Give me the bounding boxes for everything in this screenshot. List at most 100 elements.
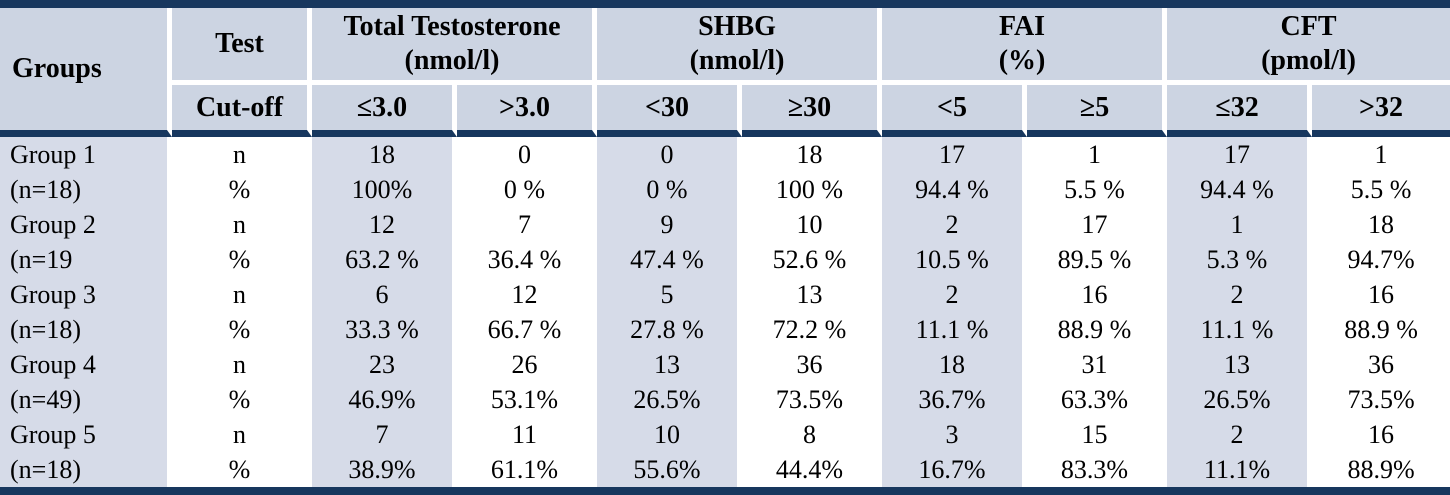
n-value-cell: 7 — [312, 417, 457, 452]
n-value-cell: 17 — [1027, 207, 1168, 242]
n-value-cell: 0 — [457, 137, 597, 172]
pct-value-cell: 88.9% — [1312, 452, 1450, 487]
pct-value-cell: 100% — [312, 172, 457, 207]
n-value-cell: 7 — [457, 207, 597, 242]
pct-value-cell: 11.1 % — [1167, 312, 1313, 347]
group-row-header: Group 1 (n=18) — [0, 137, 172, 207]
pct-value-cell: 63.3% — [1027, 382, 1168, 417]
pct-value-cell: 26.5% — [597, 382, 742, 417]
n-value-cell: 13 — [1167, 347, 1313, 382]
measure-header-fai: FAI (%) — [882, 8, 1168, 85]
pct-value-cell: 11.1 % — [882, 312, 1028, 347]
group-n-label: (n=49) — [10, 385, 81, 414]
table-row: Group 1 (n=18) n 18 0 0 18 17 1 17 1 — [0, 137, 1450, 207]
stat-label-pct: % — [172, 172, 312, 207]
group-row-header: Group 5 (n=18) — [0, 417, 172, 487]
n-value-cell: 36 — [742, 347, 883, 382]
n-value-cell: 10 — [742, 207, 883, 242]
pct-value-cell: 27.8 % — [597, 312, 742, 347]
table-row: % 63.2 % 36.4 % 47.4 % 52.6 % 10.5 % 89.5 % 5.3… — [0, 242, 1450, 277]
measure-unit: (nmol/l) — [404, 45, 500, 76]
cutoff-header: <5 — [882, 85, 1028, 137]
group-name: Group 4 — [10, 350, 96, 379]
group-n-label: (n=18) — [10, 315, 81, 344]
n-value-cell: 12 — [457, 277, 597, 312]
group-row-header: Group 4 (n=49) — [0, 347, 172, 417]
pct-value-cell: 63.2 % — [312, 242, 457, 277]
n-value-cell: 1 — [1312, 137, 1450, 172]
stat-label-n: n — [172, 137, 312, 172]
cutoff-header: <30 — [597, 85, 742, 137]
measure-header-cft: CFT (pmol/l) — [1167, 8, 1450, 85]
pct-value-cell: 88.9 % — [1312, 312, 1450, 347]
measure-name: SHBG — [698, 11, 776, 43]
measure-unit: (pmol/l) — [1261, 45, 1356, 76]
cutoff-header: >3.0 — [457, 85, 597, 137]
cutoff-header: ≥30 — [742, 85, 883, 137]
header-row-measures: Groups Test Total Testosterone (nmol/l) … — [0, 8, 1450, 137]
pct-value-cell: 55.6% — [597, 452, 742, 487]
cutoff-header: ≥5 — [1027, 85, 1168, 137]
n-value-cell: 5 — [597, 277, 742, 312]
pct-value-cell: 0 % — [597, 172, 742, 207]
pct-value-cell: 36.7% — [882, 382, 1028, 417]
stat-label-n: n — [172, 417, 312, 452]
n-value-cell: 11 — [457, 417, 597, 452]
pct-value-cell: 5.5 % — [1312, 172, 1450, 207]
pct-value-cell: 11.1% — [1167, 452, 1313, 487]
measure-unit: (nmol/l) — [689, 45, 785, 76]
n-value-cell: 3 — [882, 417, 1028, 452]
stat-label-pct: % — [172, 452, 312, 487]
measure-name: FAI — [998, 11, 1046, 43]
n-value-cell: 36 — [1312, 347, 1450, 382]
pct-value-cell: 88.9 % — [1027, 312, 1168, 347]
measure-header-shbg: SHBG (nmol/l) — [597, 8, 883, 85]
header-row-cutoffs: Cut-off ≤3.0 >3.0 <30 ≥30 <5 ≥5 ≤32 >32 — [0, 85, 1450, 137]
pct-value-cell: 53.1% — [457, 382, 597, 417]
pct-value-cell: 0 % — [457, 172, 597, 207]
group-name: Group 3 — [10, 280, 96, 309]
stat-label-n: n — [172, 277, 312, 312]
pct-value-cell: 44.4% — [742, 452, 883, 487]
n-value-cell: 13 — [742, 277, 883, 312]
pct-value-cell: 36.4 % — [457, 242, 597, 277]
n-value-cell: 13 — [597, 347, 742, 382]
n-value-cell: 16 — [1027, 277, 1168, 312]
group-name: Group 2 — [10, 210, 96, 239]
n-value-cell: 18 — [1312, 207, 1450, 242]
pct-value-cell: 94.4 % — [1167, 172, 1313, 207]
measure-name: CFT — [1280, 11, 1337, 43]
table-header: Groups Test Total Testosterone (nmol/l) … — [0, 8, 1450, 137]
pct-value-cell: 73.5% — [742, 382, 883, 417]
test-column-header: Test — [172, 8, 312, 85]
n-value-cell: 2 — [1167, 277, 1313, 312]
stat-label-n: n — [172, 207, 312, 242]
pct-value-cell: 83.3% — [1027, 452, 1168, 487]
groups-column-header: Groups — [0, 8, 172, 137]
n-value-cell: 16 — [1312, 417, 1450, 452]
n-value-cell: 10 — [597, 417, 742, 452]
table-row: % 46.9% 53.1% 26.5% 73.5% 36.7% 63.3% 26.5% 73.5… — [0, 382, 1450, 417]
pct-value-cell: 5.3 % — [1167, 242, 1313, 277]
group-row-header: Group 3 (n=18) — [0, 277, 172, 347]
stat-label-pct: % — [172, 382, 312, 417]
pct-value-cell: 38.9% — [312, 452, 457, 487]
n-value-cell: 18 — [312, 137, 457, 172]
n-value-cell: 1 — [1167, 207, 1313, 242]
cutoff-label-header: Cut-off — [172, 85, 312, 137]
n-value-cell: 15 — [1027, 417, 1168, 452]
pct-value-cell: 10.5 % — [882, 242, 1028, 277]
pct-value-cell: 72.2 % — [742, 312, 883, 347]
n-value-cell: 18 — [742, 137, 883, 172]
cutoff-header: ≤32 — [1167, 85, 1313, 137]
n-value-cell: 31 — [1027, 347, 1168, 382]
stat-label-pct: % — [172, 312, 312, 347]
n-value-cell: 12 — [312, 207, 457, 242]
pct-value-cell: 47.4 % — [597, 242, 742, 277]
group-name: Group 1 — [10, 140, 96, 169]
pct-value-cell: 89.5 % — [1027, 242, 1168, 277]
pct-value-cell: 66.7 % — [457, 312, 597, 347]
n-value-cell: 0 — [597, 137, 742, 172]
n-value-cell: 17 — [882, 137, 1028, 172]
